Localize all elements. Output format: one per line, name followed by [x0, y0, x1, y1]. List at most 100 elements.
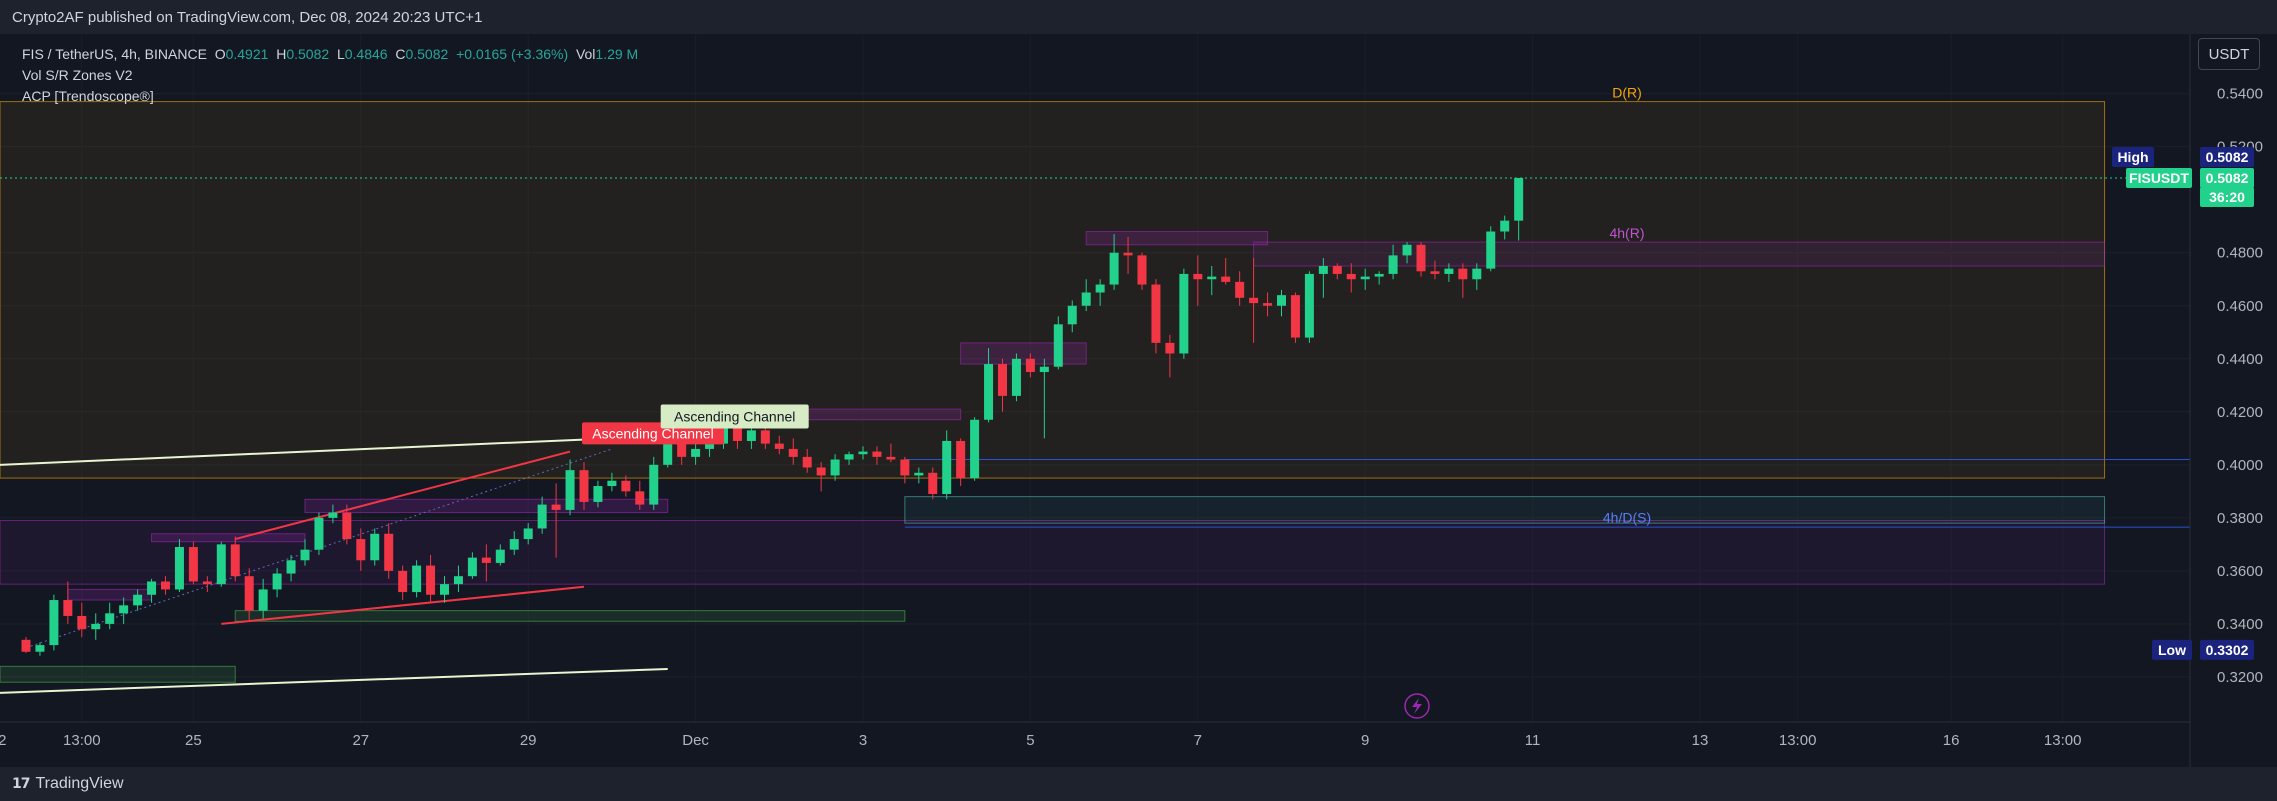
- candle-body: [342, 512, 352, 540]
- candle-body: [1109, 252, 1119, 285]
- x-tick-label: 16: [1943, 732, 1960, 749]
- candle-body: [1249, 297, 1259, 304]
- candle-body: [537, 504, 547, 529]
- change-value: +0.0165 (+3.36%): [456, 46, 569, 62]
- x-tick-label: 11: [1525, 732, 1541, 749]
- candle-body: [1360, 276, 1370, 280]
- candle-body: [1151, 284, 1161, 343]
- candle-body: [1486, 231, 1496, 269]
- candle-body: [1263, 303, 1273, 306]
- x-tick-label: 13:00: [1779, 732, 1817, 749]
- candle-body: [942, 440, 952, 494]
- candle-body: [998, 364, 1007, 396]
- candle-body: [398, 570, 408, 593]
- candle-body: [607, 480, 617, 487]
- x-tick-label: 5: [1026, 732, 1034, 749]
- low-label: L: [336, 46, 345, 62]
- candle-body: [1416, 244, 1426, 272]
- candle-body: [900, 459, 910, 476]
- candle-body: [1193, 273, 1203, 280]
- candle-body: [49, 600, 59, 646]
- sr-zone: [960, 342, 1087, 365]
- candle-body: [858, 451, 868, 455]
- candle-body: [677, 443, 687, 457]
- candle-body: [91, 623, 101, 630]
- candle-body: [872, 451, 882, 457]
- y-tick-label: 0.3800: [2217, 510, 2263, 527]
- indicator-vol-sr[interactable]: Vol S/R Zones V2: [22, 67, 133, 83]
- candle-body: [830, 459, 840, 476]
- channel-lower-line: [0, 667, 668, 694]
- volume-label: Vol: [575, 46, 596, 62]
- volume-value: 1.29 M: [595, 46, 639, 62]
- x-tick-label: 13:00: [63, 732, 101, 749]
- y-tick-label: 0.4000: [2217, 457, 2263, 474]
- tradingview-logo-icon: 17: [12, 776, 31, 792]
- candle-body: [1402, 244, 1412, 256]
- candle-body: [244, 576, 254, 611]
- candle-body: [356, 539, 366, 561]
- candles: [21, 177, 1524, 656]
- currency-button[interactable]: USDT: [2198, 38, 2260, 70]
- x-tick-label: Dec: [682, 732, 709, 749]
- pattern-trend-line: [25, 448, 613, 649]
- candle-body: [970, 419, 980, 479]
- x-tick-label: 13: [1692, 732, 1709, 749]
- last-price-tag-bg: [2200, 167, 2254, 188]
- sr-zone: [1253, 241, 2106, 267]
- countdown-tag: 36:20: [2209, 189, 2245, 205]
- candle-body: [774, 443, 784, 449]
- y-tick-label: 0.3200: [2217, 669, 2263, 686]
- candle-body: [272, 573, 282, 590]
- candle-body: [579, 470, 589, 502]
- sr-zone: [0, 101, 2106, 479]
- price-chart[interactable]: D(R) 4h(R) 4h/D(S) Ascending ChannelAscendi…: [0, 34, 2277, 767]
- candle-body: [328, 512, 338, 518]
- candle-body: [1221, 276, 1231, 282]
- candle-body: [705, 443, 715, 449]
- low-value: 0.4846: [344, 46, 388, 62]
- sr-zone: [304, 498, 669, 514]
- grid: [0, 34, 2190, 722]
- low-tag-value-bg: [2200, 639, 2254, 660]
- y-tick-label: 0.3400: [2217, 616, 2263, 633]
- zone-label-4h-r: 4h(R): [1609, 225, 1644, 241]
- brand-name: TradingView: [35, 775, 124, 792]
- indicator-acp[interactable]: ACP [Trendoscope®]: [22, 88, 154, 104]
- candle-body: [1388, 255, 1398, 274]
- candle-body: [188, 547, 198, 582]
- zone-label-4h-d-s: 4h/D(S): [1603, 510, 1651, 526]
- candle-body: [1053, 324, 1063, 367]
- candle-body: [1011, 358, 1021, 396]
- candle-body: [1123, 252, 1133, 256]
- candle-body: [1207, 276, 1217, 280]
- close-value: 0.5082: [405, 46, 449, 62]
- candle-body: [258, 589, 268, 611]
- candle-body: [509, 539, 519, 550]
- channel-red-lower: [221, 585, 585, 625]
- candle-body: [844, 454, 854, 460]
- sr-zone: [1085, 231, 1269, 246]
- candle-body: [412, 565, 422, 593]
- symbol-title[interactable]: FIS / TetherUS, 4h, BINANCE: [22, 46, 207, 62]
- sr-zones: [0, 101, 2190, 683]
- candle-body: [691, 448, 701, 457]
- candle-body: [663, 443, 673, 465]
- candle-body: [886, 456, 896, 460]
- candle-body: [565, 470, 575, 510]
- candle-body: [133, 594, 143, 606]
- candle-body: [105, 613, 115, 624]
- candle-body: [35, 645, 45, 652]
- candle-body: [119, 605, 129, 614]
- candle-body: [314, 517, 324, 550]
- x-tick-label: 29: [520, 732, 537, 749]
- channel-label-bg: [660, 404, 809, 429]
- tradingview-logo[interactable]: 17 TradingView: [12, 775, 124, 793]
- candle-body: [523, 528, 533, 540]
- lightning-icon[interactable]: [1404, 693, 1430, 719]
- open-value: 0.4921: [225, 46, 269, 62]
- y-tick-label: 0.5400: [2217, 86, 2263, 103]
- candle-body: [1374, 273, 1384, 277]
- channel-red-upper: [234, 450, 571, 541]
- candle-body: [760, 430, 770, 444]
